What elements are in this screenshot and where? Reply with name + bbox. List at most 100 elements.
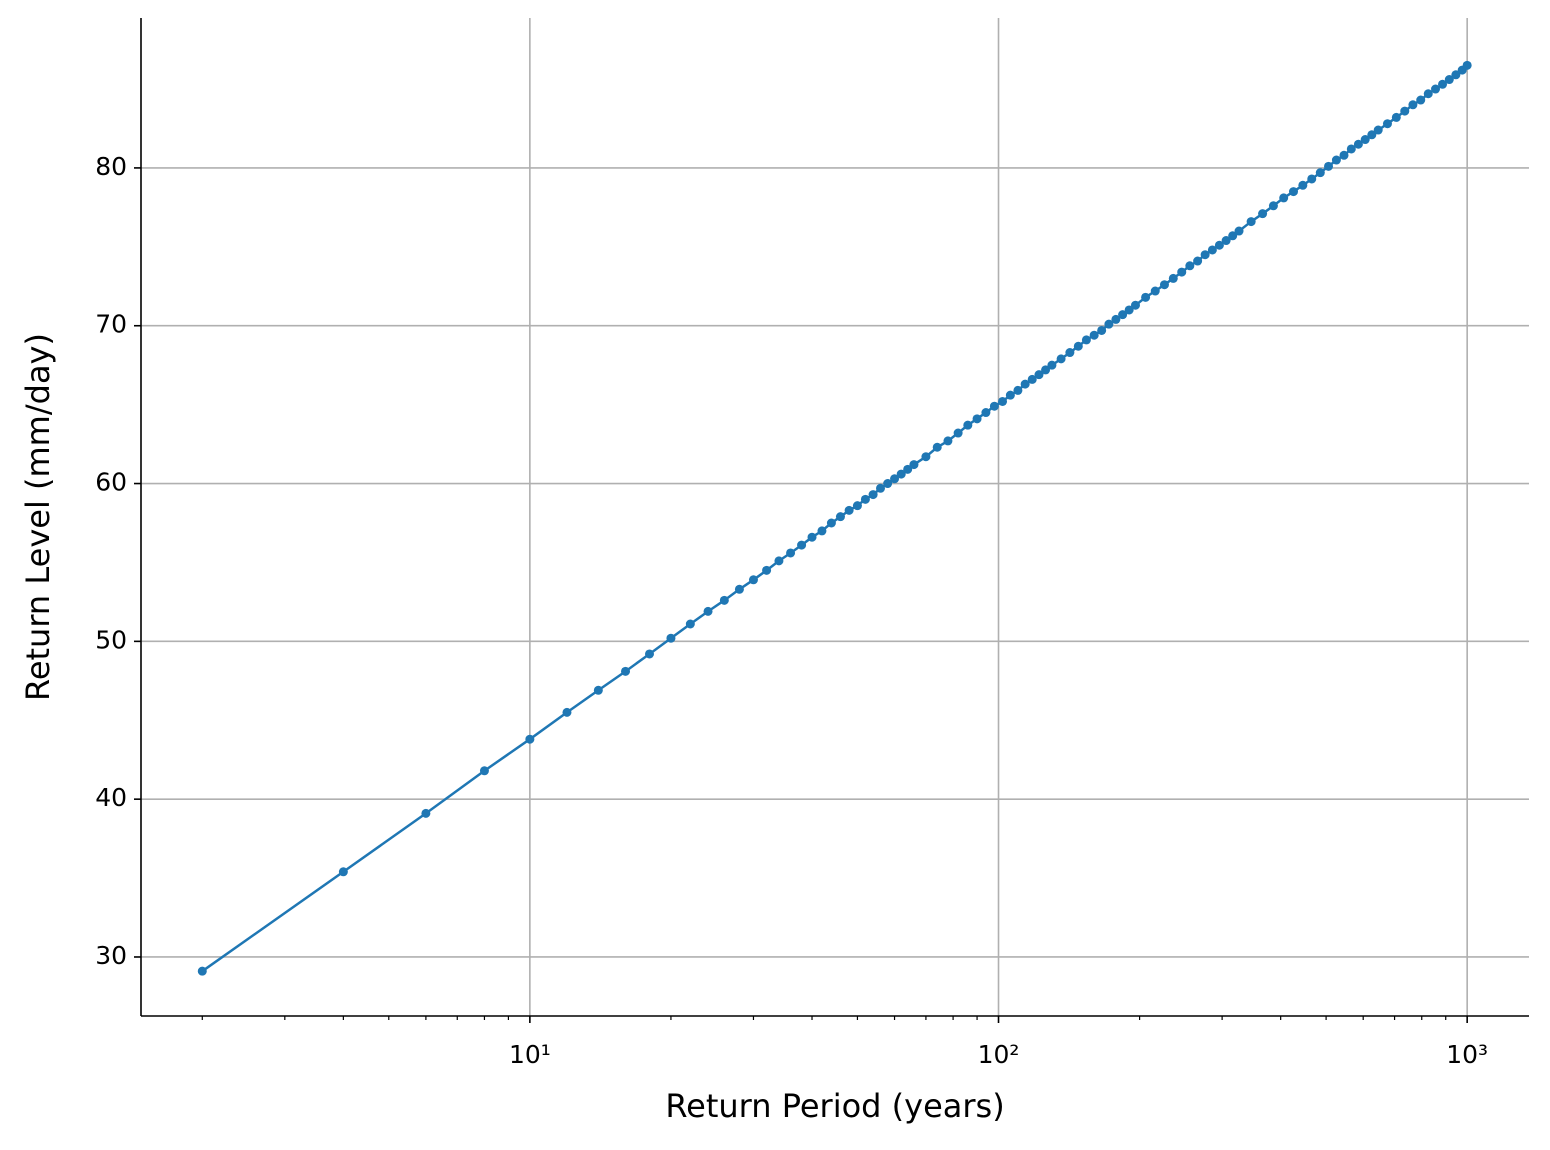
marker (1207, 245, 1217, 255)
marker (621, 666, 631, 676)
marker (1097, 325, 1107, 335)
marker (1041, 365, 1051, 375)
marker (1246, 217, 1256, 227)
marker (748, 575, 758, 585)
marker (774, 556, 784, 566)
marker (1307, 174, 1317, 184)
marker (593, 685, 603, 695)
marker (1451, 70, 1461, 80)
x-tick-label: 10² (978, 1040, 1020, 1069)
marker (981, 408, 991, 418)
marker (762, 565, 772, 575)
marker (1020, 379, 1030, 389)
marker (972, 414, 982, 424)
marker (852, 501, 862, 511)
marker (1065, 348, 1075, 358)
marker (1200, 250, 1210, 260)
marker (963, 420, 973, 430)
marker (1423, 89, 1433, 99)
marker (1177, 267, 1187, 277)
marker (1118, 310, 1128, 320)
marker (1141, 292, 1151, 302)
marker (903, 464, 913, 474)
marker (1185, 261, 1195, 271)
marker (1221, 236, 1231, 246)
y-tick-label: 40 (95, 783, 127, 812)
marker (1367, 130, 1377, 140)
marker (860, 494, 870, 504)
marker (896, 469, 906, 479)
marker (1391, 112, 1401, 122)
marker (1416, 95, 1426, 105)
x-tick-label: 10³ (1446, 1040, 1488, 1069)
marker (1124, 305, 1134, 315)
marker (1013, 385, 1023, 395)
marker (1159, 280, 1169, 290)
marker (644, 649, 654, 659)
y-tick-label: 30 (95, 941, 127, 970)
marker (1047, 360, 1057, 370)
line (201, 64, 1469, 973)
marker (421, 808, 431, 818)
marker (1431, 84, 1441, 94)
marker (1373, 125, 1383, 135)
marker (1228, 231, 1238, 241)
marker (1005, 390, 1015, 400)
marker (338, 867, 348, 877)
y-tick-label: 60 (95, 468, 127, 497)
marker (734, 584, 744, 594)
marker (1346, 144, 1356, 154)
marker (1298, 180, 1308, 190)
marker (1027, 374, 1037, 384)
marker (1268, 201, 1278, 211)
marker (685, 619, 695, 629)
marker (197, 966, 207, 976)
marker (1258, 209, 1268, 219)
marker (1279, 193, 1289, 203)
marker (1234, 226, 1244, 236)
marker (921, 452, 931, 462)
marker (1444, 75, 1454, 85)
marker (1331, 155, 1341, 165)
marker (1130, 300, 1140, 310)
marker (826, 518, 836, 528)
marker (1081, 335, 1091, 345)
marker (1400, 106, 1410, 116)
marker (1214, 240, 1224, 250)
marker (1034, 370, 1044, 380)
marker (1382, 119, 1392, 129)
marker (1104, 319, 1114, 329)
y-tick-label: 70 (95, 310, 127, 339)
marker (1056, 354, 1066, 364)
x-tick-label: 10¹ (509, 1040, 551, 1069)
marker (876, 483, 886, 493)
marker (817, 526, 827, 536)
marker (998, 396, 1008, 406)
marker (1360, 135, 1370, 145)
marker (989, 401, 999, 411)
marker (1353, 139, 1363, 149)
marker (1288, 187, 1298, 197)
marker (1408, 100, 1418, 110)
marker (797, 540, 807, 550)
marker (844, 505, 854, 515)
marker (562, 707, 572, 717)
marker (703, 606, 713, 616)
marker (1438, 79, 1448, 89)
marker (1462, 60, 1472, 70)
marker (1111, 314, 1121, 324)
marker (890, 474, 900, 484)
marker (1315, 168, 1325, 178)
marker (666, 633, 676, 643)
marker (883, 479, 893, 489)
marker (719, 595, 729, 605)
marker (868, 490, 878, 500)
marker (479, 766, 489, 776)
marker (953, 428, 963, 438)
marker (943, 436, 953, 446)
marker (1168, 273, 1178, 283)
marker (1073, 341, 1083, 351)
marker (1193, 256, 1203, 266)
